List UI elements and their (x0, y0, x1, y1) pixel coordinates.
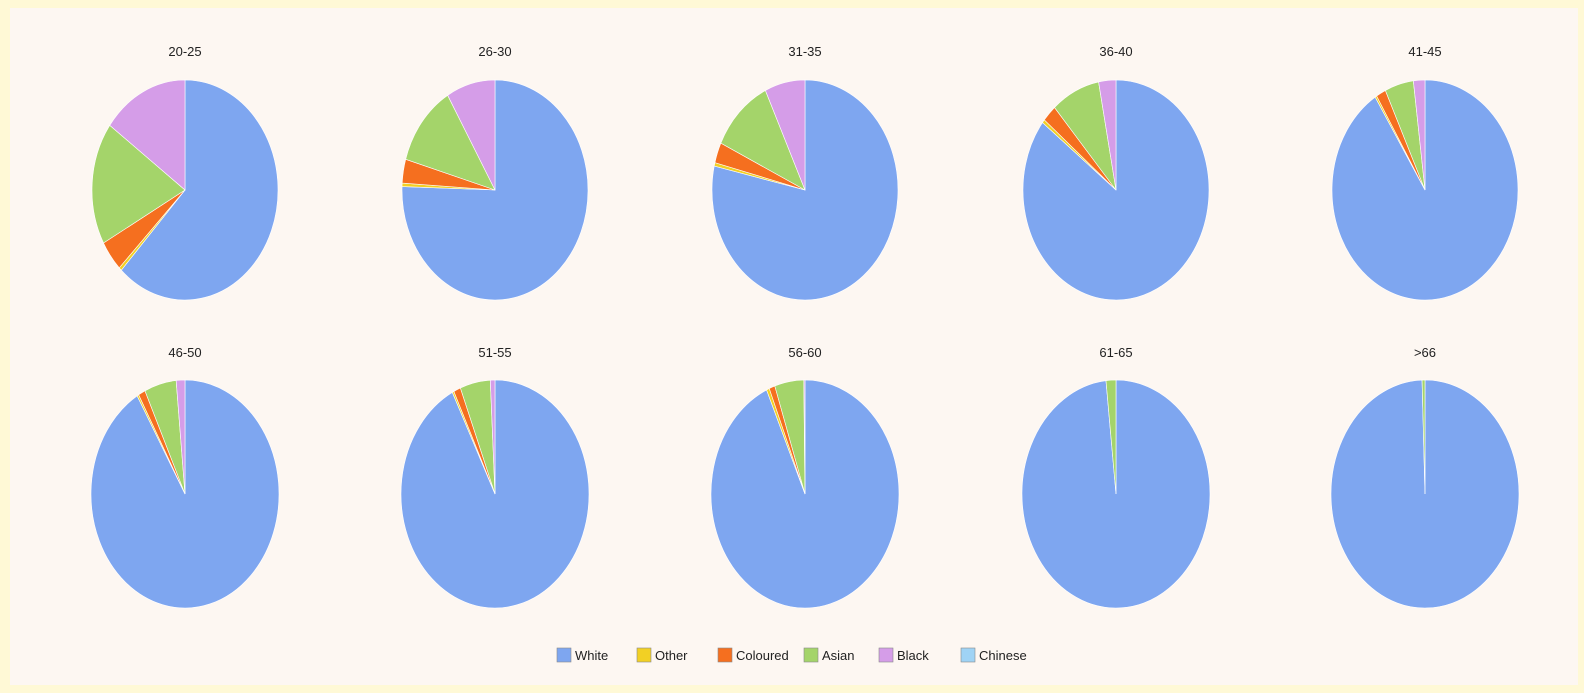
legend: White Other Coloured Asian Black Chinese (556, 647, 1027, 663)
legend-label-chinese: Chinese (979, 648, 1027, 663)
pie-9: 61-65 (1021, 345, 1211, 609)
pie-title: 26-30 (478, 44, 511, 59)
pie-title: 56-60 (788, 345, 821, 360)
legend-label-coloured: Coloured (736, 648, 789, 663)
pie-title: 20-25 (168, 44, 201, 59)
legend-swatch-other (636, 647, 652, 663)
legend-swatch-black (878, 647, 894, 663)
pie-title: 31-35 (788, 44, 821, 59)
pie-title: 61-65 (1099, 345, 1132, 360)
pie-slice-black (175, 379, 186, 495)
pie-slice-asian (405, 94, 496, 191)
pie-slice-asian (1421, 379, 1426, 495)
pie-title: 51-55 (478, 345, 511, 360)
pie-8: 56-60 (710, 345, 900, 609)
legend-swatch-white (556, 647, 572, 663)
pie-1: 20-25 (91, 44, 279, 301)
pie-slice-white (120, 79, 279, 301)
legend-swatch-coloured (717, 647, 733, 663)
pie-slice-black (447, 79, 496, 191)
pie-4: 36-40 (1022, 44, 1210, 301)
pie-slice-black (1098, 79, 1117, 191)
pie-slice-asian (1105, 379, 1117, 495)
pie-10: >66 (1330, 345, 1520, 609)
pie-slice-white (400, 379, 590, 609)
legend-label-white: White (575, 648, 608, 663)
pie-3: 31-35 (711, 44, 899, 301)
pie-title: 46-50 (168, 345, 201, 360)
pie-7: 51-55 (400, 345, 590, 609)
pie-2: 26-30 (401, 44, 589, 301)
pie-slice-black (1413, 79, 1426, 191)
pie-slice-black (803, 379, 806, 495)
legend-label-asian: Asian (822, 648, 855, 663)
legend-label-black: Black (897, 648, 929, 663)
pie-title: >66 (1414, 345, 1436, 360)
pie-slice-black (765, 79, 806, 191)
pie-slice-asian (91, 124, 186, 244)
pie-slice-asian (720, 90, 806, 191)
pie-slice-black (109, 79, 186, 191)
pie-6: 46-50 (90, 345, 280, 609)
pie-slice-black (489, 379, 496, 495)
pie-title: 41-45 (1408, 44, 1441, 59)
pie-title: 36-40 (1099, 44, 1132, 59)
legend-swatch-asian (803, 647, 819, 663)
legend-swatch-chinese (960, 647, 976, 663)
pie-5: 41-45 (1331, 44, 1519, 301)
legend-label-other: Other (655, 648, 688, 663)
